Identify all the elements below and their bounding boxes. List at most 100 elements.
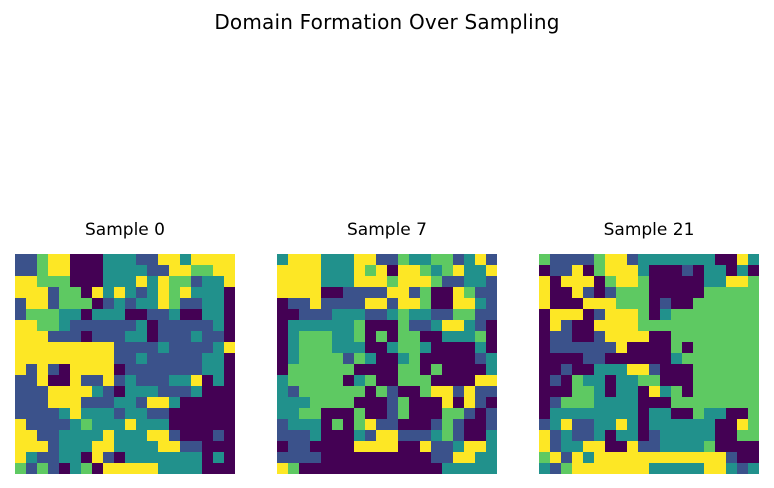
heatmap-cell xyxy=(605,309,617,321)
heatmap-cell xyxy=(332,375,344,387)
heatmap-cell xyxy=(15,265,27,277)
heatmap-cell xyxy=(726,430,738,442)
heatmap-cell xyxy=(464,419,476,431)
heatmap-cell xyxy=(486,441,497,453)
heatmap-cell xyxy=(704,353,716,365)
heatmap-cell xyxy=(332,320,344,332)
heatmap-cell xyxy=(376,364,388,376)
heatmap-cell xyxy=(605,419,617,431)
heatmap-cell xyxy=(202,408,214,420)
heatmap-cell xyxy=(627,397,639,409)
heatmap-cell xyxy=(453,320,465,332)
heatmap-cell xyxy=(594,265,606,277)
heatmap-cell xyxy=(59,463,71,474)
heatmap-cell xyxy=(464,353,476,365)
heatmap-cell xyxy=(103,309,115,321)
heatmap-cell xyxy=(693,320,705,332)
heatmap-cell xyxy=(442,331,454,343)
heatmap-cell xyxy=(158,309,170,321)
heatmap-cell xyxy=(671,287,683,299)
heatmap-panel-sample-7: Sample 7 xyxy=(277,218,497,474)
heatmap-cell xyxy=(715,353,727,365)
heatmap-cell xyxy=(398,463,410,474)
heatmap-cell xyxy=(550,298,562,310)
heatmap-cell xyxy=(365,298,377,310)
heatmap-cell xyxy=(48,441,60,453)
heatmap-cell xyxy=(398,309,410,321)
heatmap-cell xyxy=(539,254,551,266)
heatmap-cell xyxy=(299,463,311,474)
heatmap-cell xyxy=(354,276,366,288)
heatmap-cell xyxy=(748,331,759,343)
heatmap-cell xyxy=(726,353,738,365)
heatmap-cell xyxy=(191,342,203,354)
heatmap-cell xyxy=(332,309,344,321)
heatmap-cell xyxy=(169,331,181,343)
heatmap-cell xyxy=(583,331,595,343)
heatmap-cell xyxy=(387,254,399,266)
heatmap-cell xyxy=(180,254,192,266)
heatmap-cell xyxy=(616,397,628,409)
heatmap-cell xyxy=(572,309,584,321)
heatmap-cell xyxy=(464,452,476,464)
heatmap-cell xyxy=(310,408,322,420)
heatmap-cell xyxy=(299,375,311,387)
heatmap-cell xyxy=(671,320,683,332)
heatmap-cell xyxy=(420,276,432,288)
heatmap-cell xyxy=(627,309,639,321)
heatmap-cell xyxy=(81,265,93,277)
heatmap-cell xyxy=(464,342,476,354)
heatmap-cell xyxy=(616,441,628,453)
heatmap-cell xyxy=(158,419,170,431)
heatmap-cell xyxy=(693,419,705,431)
heatmap-cell xyxy=(594,276,606,288)
heatmap-cell xyxy=(332,265,344,277)
heatmap-cell xyxy=(671,342,683,354)
heatmap-cell xyxy=(594,375,606,387)
heatmap-cell xyxy=(310,364,322,376)
heatmap-cell xyxy=(59,331,71,343)
heatmap-cell xyxy=(213,386,225,398)
heatmap-cell xyxy=(398,452,410,464)
heatmap-cell xyxy=(180,265,192,277)
heatmap-cell xyxy=(92,331,104,343)
heatmap-cell xyxy=(627,408,639,420)
heatmap-cell xyxy=(431,364,443,376)
heatmap-cell xyxy=(605,331,617,343)
heatmap-cell xyxy=(354,375,366,387)
heatmap-cell xyxy=(180,331,192,343)
heatmap-cell xyxy=(48,397,60,409)
heatmap-cell xyxy=(114,408,126,420)
heatmap-cell xyxy=(649,463,661,474)
heatmap-cell xyxy=(114,430,126,442)
heatmap-cell xyxy=(486,452,497,464)
heatmap-cell xyxy=(464,331,476,343)
heatmap-cell xyxy=(37,320,49,332)
heatmap-cell xyxy=(213,353,225,365)
heatmap-cell xyxy=(594,463,606,474)
heatmap-cell xyxy=(605,441,617,453)
heatmap-cell xyxy=(442,254,454,266)
heatmap-cell xyxy=(81,309,93,321)
heatmap-cell xyxy=(726,342,738,354)
heatmap-cell xyxy=(431,375,443,387)
heatmap-cell xyxy=(191,419,203,431)
heatmap-cell xyxy=(288,375,300,387)
heatmap-cell xyxy=(92,419,104,431)
heatmap-cell xyxy=(277,254,289,266)
heatmap-cell xyxy=(442,397,454,409)
heatmap-cell xyxy=(114,331,126,343)
heatmap-cell xyxy=(59,408,71,420)
heatmap-panel-sample-0: Sample 0 xyxy=(15,218,235,474)
heatmap-cell xyxy=(704,441,716,453)
heatmap-cell xyxy=(671,441,683,453)
heatmap-cell xyxy=(627,452,639,464)
heatmap-cell xyxy=(539,419,551,431)
heatmap-cell xyxy=(638,419,650,431)
heatmap-cell xyxy=(539,342,551,354)
heatmap-cell xyxy=(561,463,573,474)
heatmap-cell xyxy=(627,375,639,387)
heatmap-cell xyxy=(704,287,716,299)
heatmap-cell xyxy=(37,375,49,387)
heatmap-cell xyxy=(748,287,759,299)
